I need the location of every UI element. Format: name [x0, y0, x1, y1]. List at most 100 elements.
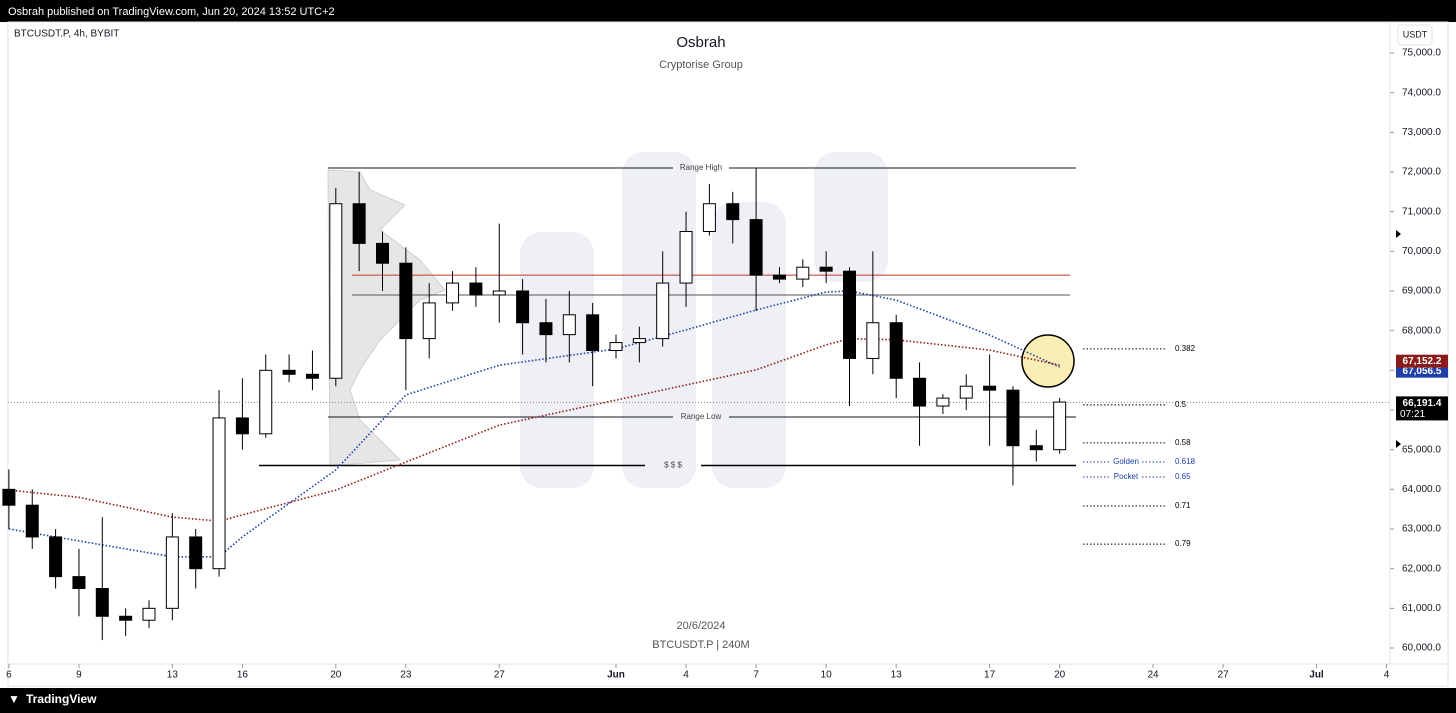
x-tick-label: 4: [683, 670, 689, 681]
chart-title: Osbrah: [676, 34, 725, 51]
candle-body: [399, 262, 413, 340]
highlight-circle: [1021, 334, 1075, 388]
fib-label: 0.382: [1175, 344, 1196, 353]
candle-body: [1029, 445, 1043, 451]
x-tick-label: 7: [753, 670, 759, 681]
chart-subtitle: Cryptorise Group: [659, 59, 743, 71]
y-tick-label: 64,000.0: [1402, 484, 1441, 495]
y-tick-label: 71,000.0: [1402, 206, 1441, 217]
candle-body: [492, 290, 506, 296]
watermark-symbol: BTCUSDT.P | 240M: [652, 639, 749, 651]
candle-body: [119, 615, 133, 621]
candle-body: [656, 282, 670, 340]
y-tick-label: 60,000.0: [1402, 643, 1441, 654]
candle-body: [936, 397, 950, 407]
candle-body: [562, 314, 576, 336]
candle-body: [469, 282, 483, 296]
candle-body: [422, 302, 436, 340]
x-tick-label: 17: [984, 670, 996, 681]
x-tick-label: 13: [167, 670, 179, 681]
y-tick-label: 69,000.0: [1402, 286, 1441, 297]
x-tick-label: 20: [330, 670, 342, 681]
y-tick-label: 65,000.0: [1402, 444, 1441, 455]
candle-body: [632, 338, 646, 344]
y-tick-label: 74,000.0: [1402, 87, 1441, 98]
candle-body: [889, 322, 903, 379]
candle-body: [702, 203, 716, 233]
watermark-date: 20/6/2024: [677, 620, 726, 632]
candle-body: [189, 536, 203, 570]
x-tick-label: Jul: [1309, 670, 1324, 681]
candle-body: [376, 242, 389, 264]
fib-label: 0.5: [1175, 400, 1187, 409]
candle-body: [726, 203, 740, 221]
candle-body: [212, 417, 226, 570]
currency: USDT: [1403, 29, 1428, 39]
fib-label: 0.58: [1175, 438, 1191, 447]
price-badge: [1396, 364, 1448, 378]
candle-body: [516, 290, 530, 324]
price-badge: [1396, 354, 1448, 368]
price-badge-label: 67,056.5: [1403, 366, 1442, 377]
x-tick-label: 16: [237, 670, 249, 681]
candle-body: [352, 203, 366, 244]
level-label: $ $ $: [664, 461, 682, 470]
candle-body: [959, 385, 973, 399]
candle-body: [72, 576, 86, 589]
candle-body: [819, 266, 833, 272]
x-tick-label: 24: [1147, 670, 1159, 681]
symbol-info: BTCUSDT.P, 4h, BYBIT: [14, 29, 119, 40]
fib-label: 0.79: [1175, 539, 1191, 548]
last-price-label: 66,191.4: [1403, 398, 1442, 409]
bottom-bar: [0, 688, 1456, 713]
candle-body: [866, 322, 880, 359]
published-text: Osbrah published on TradingView.com, Jun…: [8, 6, 335, 18]
x-tick-label: 9: [76, 670, 82, 681]
candle-body: [235, 417, 249, 435]
price-badge-label: 67,152.2: [1403, 356, 1442, 367]
candle-body: [796, 266, 810, 280]
candle-body: [679, 231, 693, 284]
y-tick-label: 72,000.0: [1402, 167, 1441, 178]
brand-logo: ▼: [8, 692, 20, 706]
candle-body: [1006, 389, 1020, 447]
candle-body: [446, 282, 460, 304]
candle-body: [609, 342, 623, 352]
y-tick-label: 62,000.0: [1402, 563, 1441, 574]
candle-body: [259, 369, 273, 435]
fib-label: 0.65: [1175, 472, 1191, 481]
candle-body: [586, 314, 600, 351]
x-tick-label: 4: [1384, 670, 1390, 681]
x-tick-label: Jun: [607, 670, 625, 681]
y-tick-label: 68,000.0: [1402, 325, 1441, 336]
currency-box[interactable]: [1397, 24, 1433, 46]
last-price-badge: [1396, 396, 1448, 421]
y-tick-label: 75,000.0: [1402, 48, 1441, 59]
x-tick-label: 6: [6, 670, 12, 681]
countdown: 07:21: [1400, 409, 1425, 420]
candle-body: [282, 369, 296, 375]
fib-tag: Pocket: [1114, 472, 1139, 481]
fib-tag: Golden: [1113, 457, 1139, 466]
candle-body: [983, 385, 997, 391]
x-tick-label: 20: [1054, 670, 1066, 681]
candle-body: [49, 536, 63, 578]
level-label: Range Low: [681, 412, 722, 421]
candle-body: [95, 588, 109, 617]
candle-body: [142, 607, 156, 621]
x-tick-label: 23: [400, 670, 412, 681]
level-label: Range High: [680, 163, 722, 172]
candle-body: [305, 373, 319, 379]
candle-body: [913, 377, 927, 407]
y-tick-label: 63,000.0: [1402, 524, 1441, 535]
x-tick-label: 27: [1218, 670, 1230, 681]
fib-label: 0.618: [1175, 457, 1196, 466]
candle-body: [329, 203, 343, 379]
brand: TradingView: [26, 692, 97, 706]
x-tick-label: 27: [494, 670, 506, 681]
y-tick-label: 73,000.0: [1402, 127, 1441, 138]
candle-body: [1053, 401, 1067, 451]
top-bar: [0, 0, 1456, 22]
fib-label: 0.71: [1175, 501, 1191, 510]
